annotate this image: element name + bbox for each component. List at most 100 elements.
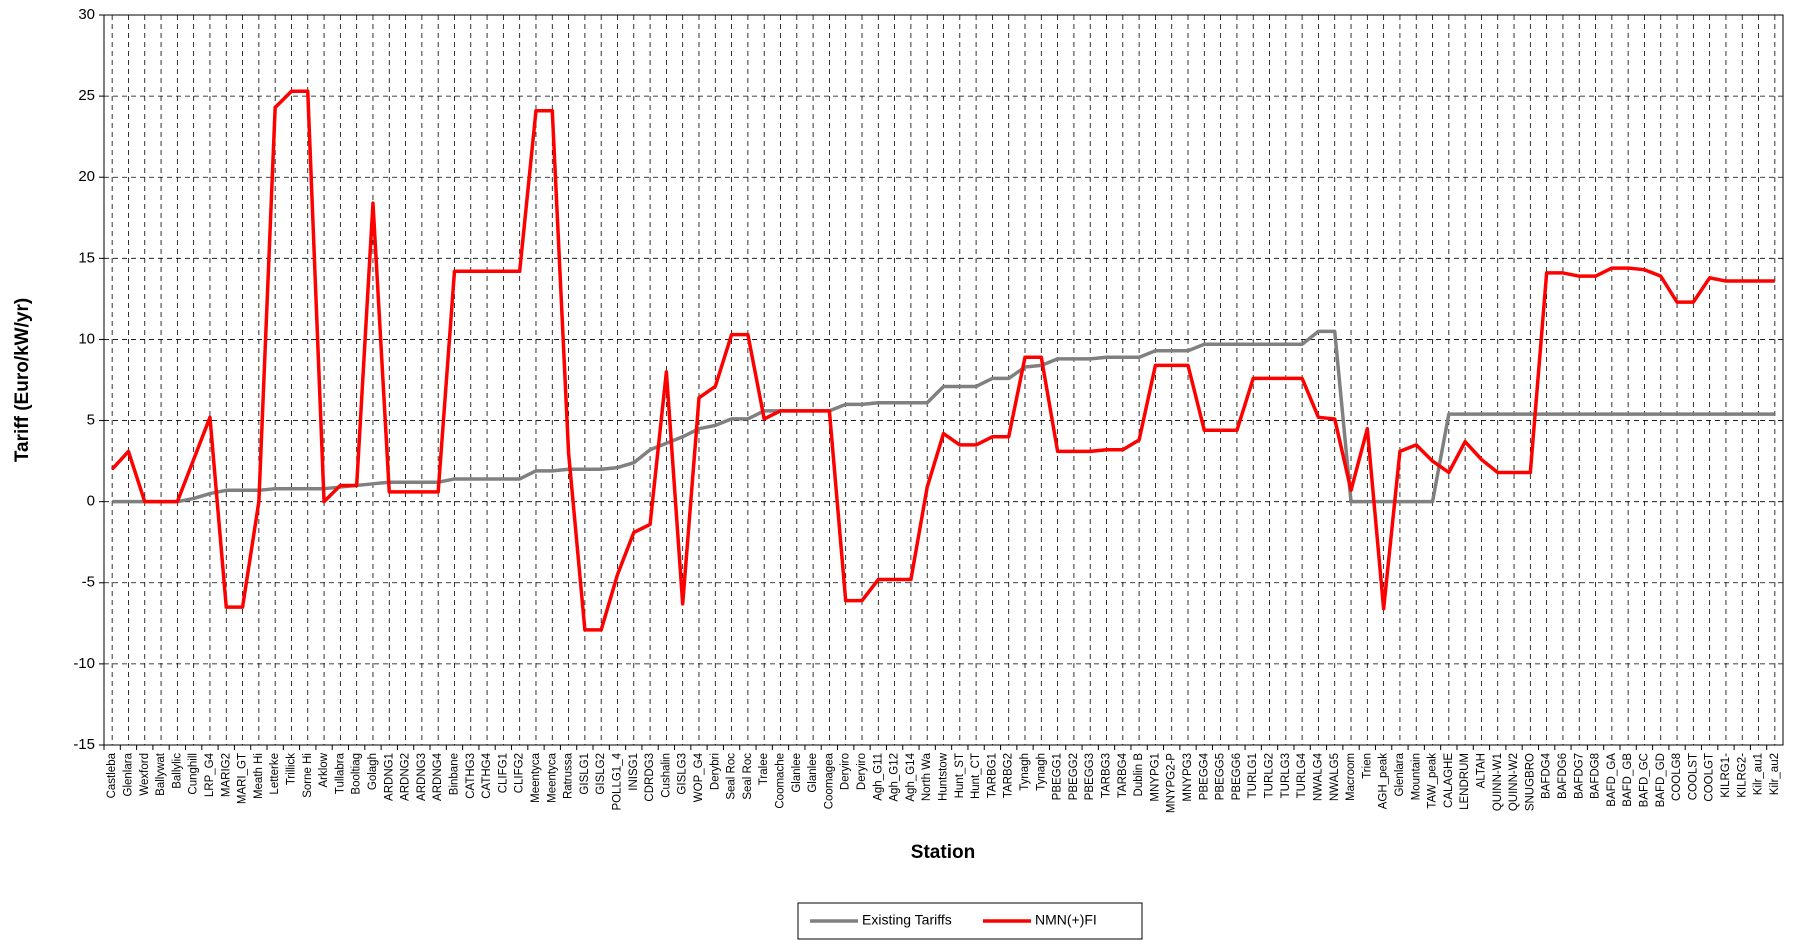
x-tick-label: Binbane (449, 753, 461, 795)
x-tick-label: TURLG1 (1247, 753, 1259, 798)
x-tick-label: WOP_G4 (693, 752, 705, 802)
x-tick-label: Ballywat (155, 752, 167, 796)
x-tick-label: Agh_G12 (889, 753, 901, 802)
y-tick-label: 0 (87, 493, 95, 510)
x-tick-label: BAFD_GA (1606, 753, 1618, 807)
x-tick-label: MARIG2 (220, 753, 232, 797)
x-tick-label: Trien (1361, 753, 1373, 779)
x-tick-label: Glenlara (1394, 752, 1406, 796)
x-tick-label: TARBG4 (1117, 752, 1129, 798)
x-tick-label: Glanlee (807, 753, 819, 793)
y-axis-title: Tariff (Euro/kW/yr) (12, 298, 33, 462)
x-tick-label: North Wa (921, 752, 933, 801)
x-tick-label: Kilr_au1 (1753, 753, 1765, 795)
x-tick-label: Deryiro (840, 753, 852, 790)
x-tick-label: Deryiro (856, 753, 868, 790)
x-tick-label: Tullabra (334, 752, 346, 794)
y-tick-label: 25 (78, 87, 95, 104)
y-tick-label: 20 (78, 168, 95, 185)
x-tick-label: QUINN-W1 (1492, 753, 1504, 811)
x-tick-label: ARDNG1 (383, 753, 395, 801)
y-tick-label: -5 (82, 574, 95, 591)
x-tick-label: INISG1 (628, 753, 640, 791)
x-tick-label: BAFDG6 (1557, 753, 1569, 799)
x-tick-label: TURLG2 (1264, 753, 1276, 798)
y-tick-label: -15 (73, 736, 95, 753)
x-tick-label: BAFDG4 (1541, 752, 1553, 799)
x-tick-label: POLLG1_4 (612, 752, 624, 810)
x-tick-label: PBEGG5 (1215, 753, 1227, 800)
x-tick-label: KILRG1- (1720, 753, 1732, 798)
x-tick-label: Seal Roc (742, 753, 754, 800)
x-tick-label: Kilr_au2 (1769, 753, 1781, 795)
x-tick-label: Coomache (775, 753, 787, 809)
plot-border (103, 14, 1784, 746)
x-tick-label: Hunt_ST (954, 753, 966, 798)
x-tick-label: LRP_G4 (204, 752, 216, 797)
x-tick-label: ARDNG2 (400, 753, 412, 801)
x-tick-label: Meath Hi (253, 753, 265, 799)
y-tick-label: 5 (87, 412, 95, 429)
x-tick-label: GISLG2 (595, 753, 607, 795)
x-tick-label: TARBG3 (1101, 753, 1113, 798)
x-tick-label: Glanlee (791, 753, 803, 793)
legend-label: NMN(+)FI (1035, 912, 1097, 928)
x-tick-label: TARBG1 (986, 753, 998, 798)
x-tick-label: BAFD_GC (1638, 753, 1650, 807)
x-tick-label: TARBG2 (1003, 753, 1015, 798)
x-tick-label: Huntstow (938, 752, 950, 801)
x-tick-label: TURLG4 (1296, 752, 1308, 798)
x-tick-label: Cunghill (188, 753, 200, 795)
x-tick-label: COOLG8 (1671, 753, 1683, 801)
x-tick-label: Castleba (106, 752, 118, 798)
x-tick-label: ARDNG4 (432, 752, 444, 801)
x-tick-label: Wexford (139, 753, 151, 796)
x-tick-label: PBEGG4 (1198, 752, 1210, 800)
x-tick-label: Ratrussa (563, 752, 575, 799)
x-tick-label: GISLG3 (677, 753, 689, 795)
y-tick-label: 10 (78, 330, 95, 347)
x-tick-label: PBEGG2 (1068, 753, 1080, 800)
x-tick-label: Seal Roc (726, 753, 738, 800)
x-tick-label: AGH_peak (1378, 753, 1390, 810)
x-tick-label: TAW_peak (1427, 753, 1439, 809)
x-tick-label: BAFDG8 (1590, 753, 1602, 799)
x-tick-label: Meentyca (546, 752, 558, 802)
x-tick-label: Macroom (1345, 753, 1357, 801)
x-tick-label: NWALG4 (1312, 752, 1324, 801)
x-tick-label: CLIFG1 (497, 753, 509, 793)
legend-label: Existing Tariffs (862, 912, 952, 928)
x-tick-label: CALAGHE (1443, 753, 1455, 808)
y-tick-label: -10 (73, 655, 95, 672)
x-tick-label: CLIFG2 (514, 753, 526, 793)
x-tick-label: Coomagea (823, 752, 835, 809)
x-tick-label: COOLGT (1704, 753, 1716, 802)
x-tick-label: CATHG4 (481, 752, 493, 798)
x-tick-label: Mountain (1410, 753, 1422, 800)
x-tick-label: MARI_GT (237, 753, 249, 804)
x-tick-label: Tralee (758, 753, 770, 785)
x-tick-label: BAFDG7 (1573, 753, 1585, 799)
x-tick-label: Ballylic (171, 753, 183, 789)
x-tick-label: PBEGG3 (1084, 753, 1096, 800)
x-tick-label: Glenlara (122, 752, 134, 796)
x-tick-label: Trillick (285, 753, 297, 785)
x-tick-label: Cushalin (660, 753, 672, 798)
x-tick-label: GISLG1 (579, 753, 591, 795)
x-tick-label: PBEGG1 (1052, 753, 1064, 800)
x-tick-label: MNYPG1 (1149, 753, 1161, 802)
x-tick-label: PBEGG6 (1231, 753, 1243, 800)
x-tick-label: Dublin B (1133, 753, 1145, 797)
x-tick-label: Meentyca (530, 752, 542, 802)
x-tick-label: QUINN-W2 (1508, 753, 1520, 811)
x-tick-label: ARDNG3 (416, 753, 428, 801)
x-axis-title: Station (911, 842, 975, 863)
x-tick-label: Arklow (318, 752, 330, 787)
x-tick-label: MNYPG2-P (1166, 753, 1178, 813)
y-tick-label: 15 (78, 249, 95, 266)
x-tick-label: Derybri (709, 753, 721, 790)
x-tick-label: ALTAH (1475, 753, 1487, 788)
x-tick-label: Tynagh (1035, 753, 1047, 791)
series-line (110, 89, 1775, 632)
